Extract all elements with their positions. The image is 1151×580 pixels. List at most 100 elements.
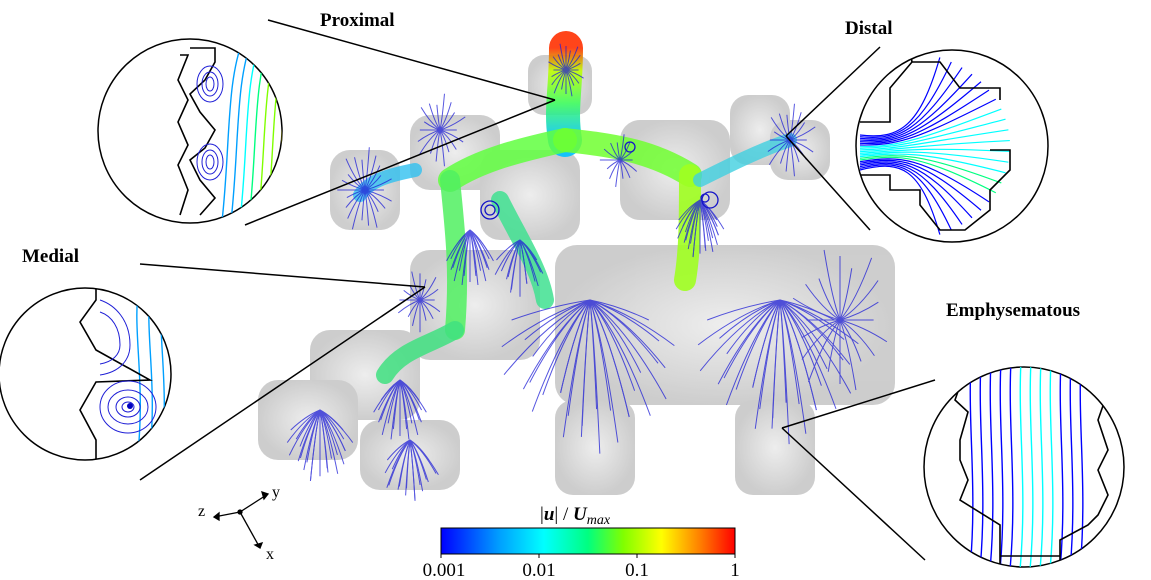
streamline xyxy=(419,299,427,321)
distal-streamline xyxy=(859,118,1006,149)
streamline xyxy=(469,229,490,260)
distal-label: Distal xyxy=(845,18,893,39)
streamline xyxy=(565,62,581,71)
streamline xyxy=(772,299,781,419)
streamline xyxy=(615,159,621,187)
streamline xyxy=(779,299,852,394)
streamline xyxy=(439,129,450,153)
streamline xyxy=(405,439,411,489)
streamline xyxy=(407,299,421,318)
distal-streamline xyxy=(859,98,997,146)
streamline xyxy=(839,319,888,343)
distal-streamline xyxy=(859,129,1009,151)
streamline xyxy=(779,299,787,403)
streamline xyxy=(692,199,701,258)
streamline xyxy=(439,116,466,131)
distal-streamline xyxy=(859,161,973,219)
distal-streamline xyxy=(859,156,997,194)
streamline xyxy=(767,139,791,152)
streamline xyxy=(785,139,791,172)
distal-streamline xyxy=(859,159,982,211)
streamline xyxy=(818,278,841,321)
medial-label: Medial xyxy=(22,246,79,267)
streamline xyxy=(779,299,851,365)
colorbar-tick-0: 0.001 xyxy=(423,560,466,580)
streamline xyxy=(297,409,321,462)
streamline xyxy=(610,142,621,161)
distal-streamline xyxy=(859,162,963,225)
streamline xyxy=(511,299,591,321)
streamline xyxy=(735,299,781,390)
streamline xyxy=(439,129,445,167)
distal-streamline xyxy=(859,165,941,235)
streamline xyxy=(522,299,591,390)
distal-streamline xyxy=(859,67,963,140)
streamline xyxy=(380,379,401,421)
streamline xyxy=(619,141,631,161)
streamline xyxy=(319,409,345,465)
axis-triad xyxy=(212,490,270,549)
streamline xyxy=(752,299,781,388)
streamline xyxy=(801,319,841,339)
streamline xyxy=(707,299,781,321)
streamline xyxy=(411,271,421,301)
streamline xyxy=(417,129,441,142)
streamline xyxy=(792,297,841,321)
distal-inset: Distal xyxy=(785,18,1049,243)
streamline xyxy=(801,319,841,360)
medial-streamline xyxy=(220,280,224,470)
vortex-markers xyxy=(480,141,719,220)
distal-streamline xyxy=(859,153,1006,174)
streamline xyxy=(565,46,579,71)
streamline xyxy=(436,104,441,131)
streamline xyxy=(807,319,841,383)
streamline xyxy=(361,189,366,221)
streamline xyxy=(839,301,879,321)
emphysematous-streamline xyxy=(1049,367,1054,567)
streamline xyxy=(345,158,366,191)
streamline xyxy=(439,102,452,131)
streamline xyxy=(839,257,873,321)
streamline xyxy=(364,189,378,228)
distal-streamline xyxy=(859,73,973,142)
streamline xyxy=(589,299,636,391)
streamline xyxy=(419,288,439,301)
streamline xyxy=(789,103,795,141)
streamline xyxy=(469,229,487,282)
streamline xyxy=(399,379,423,411)
streamline xyxy=(409,439,416,501)
streamline xyxy=(319,409,333,459)
streamline xyxy=(496,239,521,261)
streamline xyxy=(839,319,857,391)
streamline xyxy=(719,299,781,339)
streamline xyxy=(364,165,381,191)
emphysematous-streamline xyxy=(1019,367,1024,567)
emphysematous-streamline xyxy=(1039,367,1044,567)
streamline xyxy=(364,178,392,191)
streamline xyxy=(754,299,781,429)
streamline xyxy=(553,69,567,94)
streamline xyxy=(439,129,464,143)
streamline xyxy=(589,299,667,400)
streamline xyxy=(354,157,366,191)
streamline xyxy=(609,159,621,179)
streamline xyxy=(420,107,441,131)
streamline xyxy=(827,319,841,372)
colorbar: |u| / Umax 0.001 0.01 0.1 1 xyxy=(423,504,740,580)
streamline xyxy=(319,409,328,469)
streamline xyxy=(839,268,853,321)
distal-streamline xyxy=(859,89,990,145)
distal-streamline xyxy=(859,81,982,143)
streamline xyxy=(589,299,650,321)
medial-streamline xyxy=(232,280,236,470)
streamline xyxy=(399,379,419,436)
streamline xyxy=(364,189,370,226)
emphysematous-streamline xyxy=(1029,367,1034,567)
streamline xyxy=(290,409,321,431)
streamline xyxy=(589,299,660,342)
streamline xyxy=(399,379,422,423)
streamline xyxy=(839,319,875,357)
distal-streamline xyxy=(859,108,1002,148)
streamline xyxy=(589,299,619,443)
streamline xyxy=(419,279,427,301)
